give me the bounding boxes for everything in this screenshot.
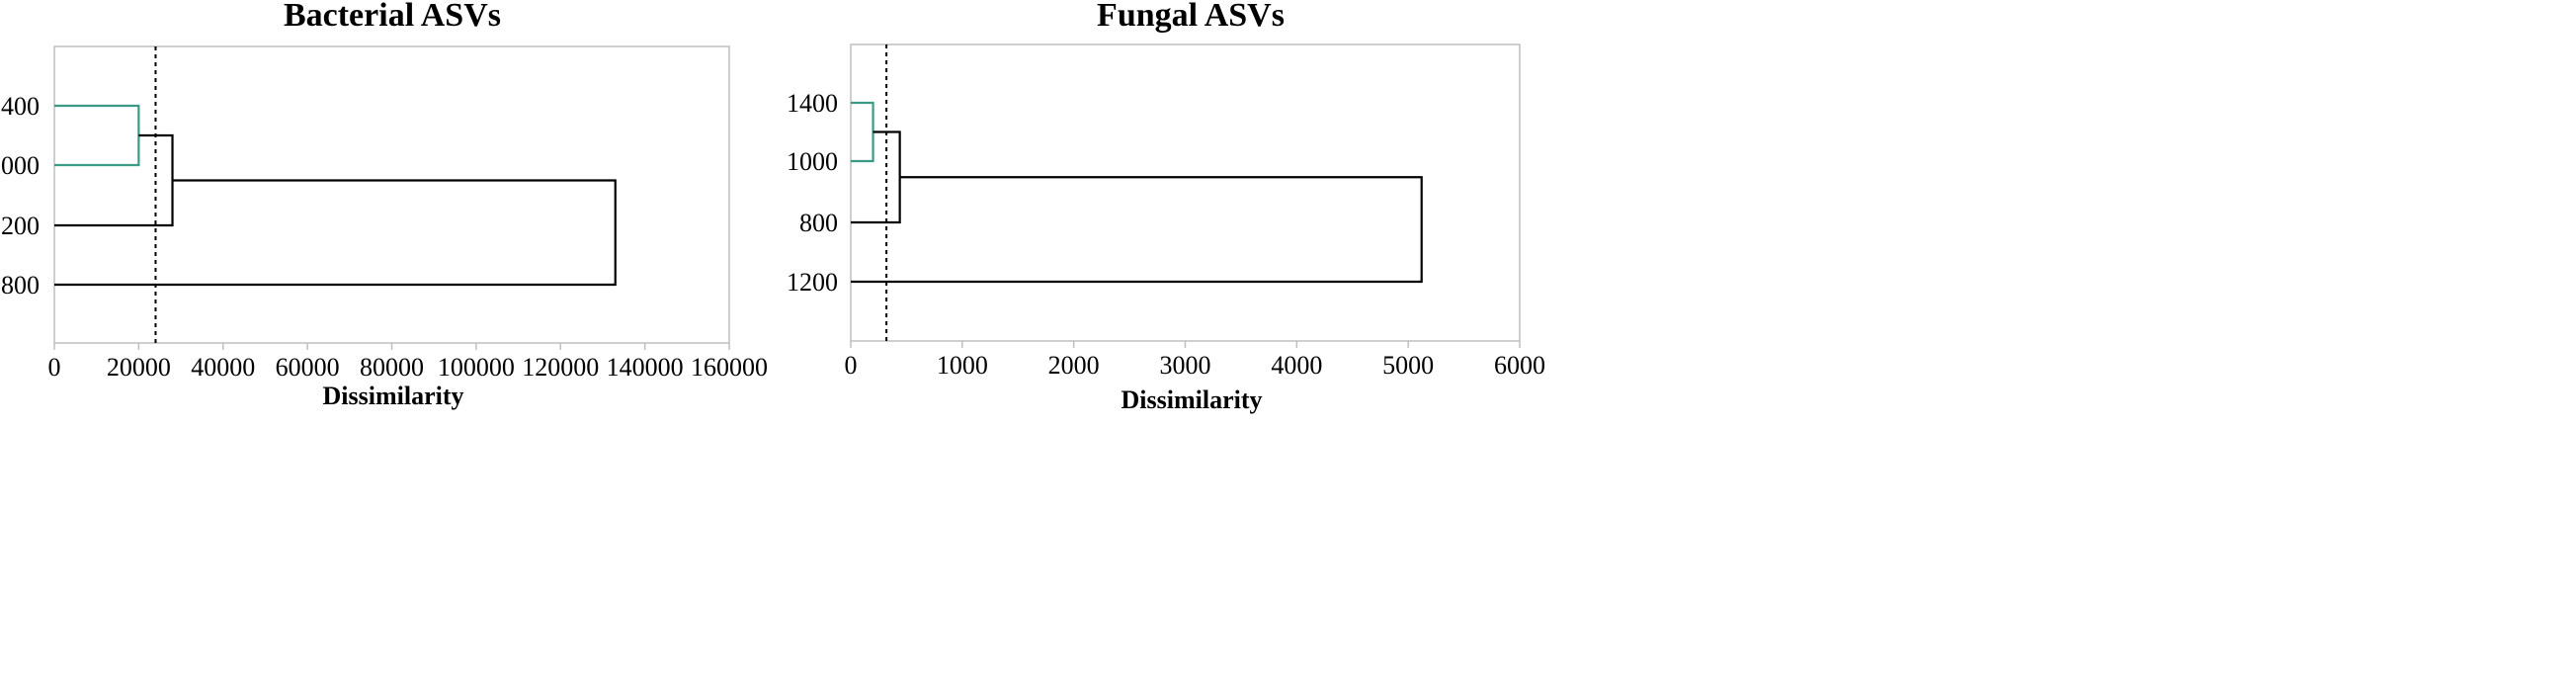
fungal-x-tick-label: 2000	[1048, 351, 1100, 380]
fungal-x-tick-label: 4000	[1271, 351, 1322, 380]
bacterial-x-tick-label: 120000	[522, 353, 599, 382]
fungal-x-tick-label: 1000	[937, 351, 988, 380]
bacterial-x-tick-label: 60000	[276, 353, 340, 382]
bacterial-dendrogram-branch	[54, 179, 617, 287]
fungal-x-tick-label: 3000	[1160, 351, 1211, 380]
fungal-leaf-label: 1400	[787, 89, 838, 118]
fungal-x-tick-label: 6000	[1494, 351, 1545, 380]
bacterial-leaf-label: 1200	[0, 212, 40, 240]
bacterial-x-tick-label: 80000	[360, 353, 424, 382]
bacterial-x-tick-label: 20000	[107, 353, 171, 382]
bacterial-x-tick-label: 40000	[191, 353, 255, 382]
fungal-chart-title: Fungal ASVs	[1097, 0, 1285, 34]
bacterial-x-tick-label: 160000	[691, 353, 768, 382]
fungal-x-tick-label: 5000	[1382, 351, 1434, 380]
fungal-leaf-label: 1000	[787, 147, 838, 176]
bacterial-dendrogram-branch	[54, 133, 174, 227]
fungal-dendrogram-chart: Fungal ASVs 0 1000 2000 3000 4000 5000 6000 Diss…	[787, 0, 1545, 414]
bacterial-dendrogram-chart: Bacterial ASVs 0 20000 40000 60000 80000 10000…	[0, 0, 768, 410]
bacterial-leaf-label: 1400	[0, 92, 40, 121]
fungal-leaf-label: 800	[799, 209, 838, 237]
bacterial-dendrogram-branch	[54, 104, 140, 167]
bacterial-chart-title: Bacterial ASVs	[284, 0, 501, 34]
bacterial-leaf-label: 1000	[0, 151, 40, 180]
bacterial-plot-frame	[53, 45, 730, 344]
bacterial-x-axis-label: Dissimilarity	[323, 382, 464, 410]
bacterial-x-tick-label: 140000	[607, 353, 684, 382]
bacterial-leaf-label: 800	[1, 271, 40, 299]
bacterial-x-tick-label: 100000	[438, 353, 515, 382]
fungal-dendrogram-branch	[851, 176, 1423, 284]
bacterial-x-tick-label: 0	[48, 353, 61, 382]
fungal-x-axis-label: Dissimilarity	[1122, 385, 1263, 414]
fungal-dendrogram-panel: Fungal ASVs 0 1000 2000 3000 4000 5000 6000 Diss…	[787, 0, 2576, 684]
fungal-leaf-label: 1200	[787, 268, 838, 297]
bacterial-dendrogram-panel: Bacterial ASVs 0 20000 40000 60000 80000 10000…	[0, 0, 768, 410]
fungal-x-tick-label: 0	[845, 351, 858, 380]
